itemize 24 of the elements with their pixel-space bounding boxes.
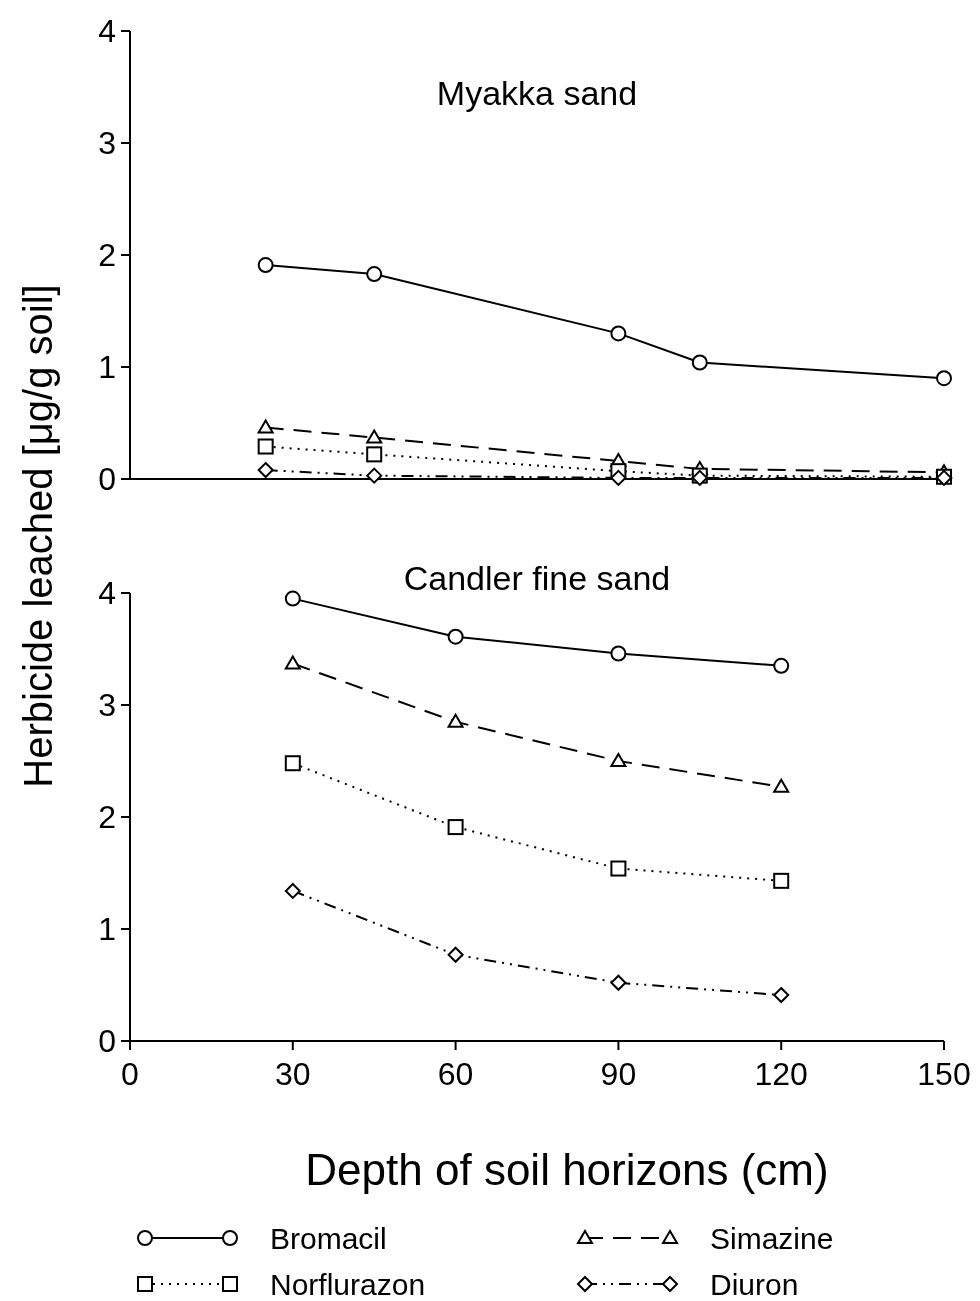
chart-title: Candler fine sand [403,559,671,597]
y-tick-label: 4 [98,13,116,50]
y-tick-label: 3 [98,125,116,162]
y-tick-label: 0 [98,461,116,498]
x-axis-title: Depth of soil horizons (cm) [305,1145,829,1194]
x-tick-label: 30 [275,1056,311,1092]
legend-label: Norflurazon [270,1267,426,1301]
y-axis-title: Herbicide leached [μg/g soil] [16,284,60,788]
y-tick-label: 3 [98,687,116,724]
x-tick-label: 60 [437,1056,474,1092]
legend-label: Simazine [710,1221,834,1255]
text: Myakka sand [436,74,638,112]
y-tick-label: 2 [98,799,116,836]
y-tick-label: 0 [98,1023,116,1060]
legend-label: Bromacil [270,1221,387,1255]
y-tick-label: 4 [98,575,116,612]
legend-label: Diuron [710,1267,799,1301]
x-tick-label: 120 [754,1056,808,1092]
y-tick-label: 2 [98,237,116,274]
x-tick-label: 0 [121,1056,139,1092]
y-tick-label: 1 [98,349,116,386]
x-tick-label: 150 [917,1056,971,1092]
y-tick-label: 1 [98,911,116,948]
x-tick-label: 90 [600,1056,637,1092]
